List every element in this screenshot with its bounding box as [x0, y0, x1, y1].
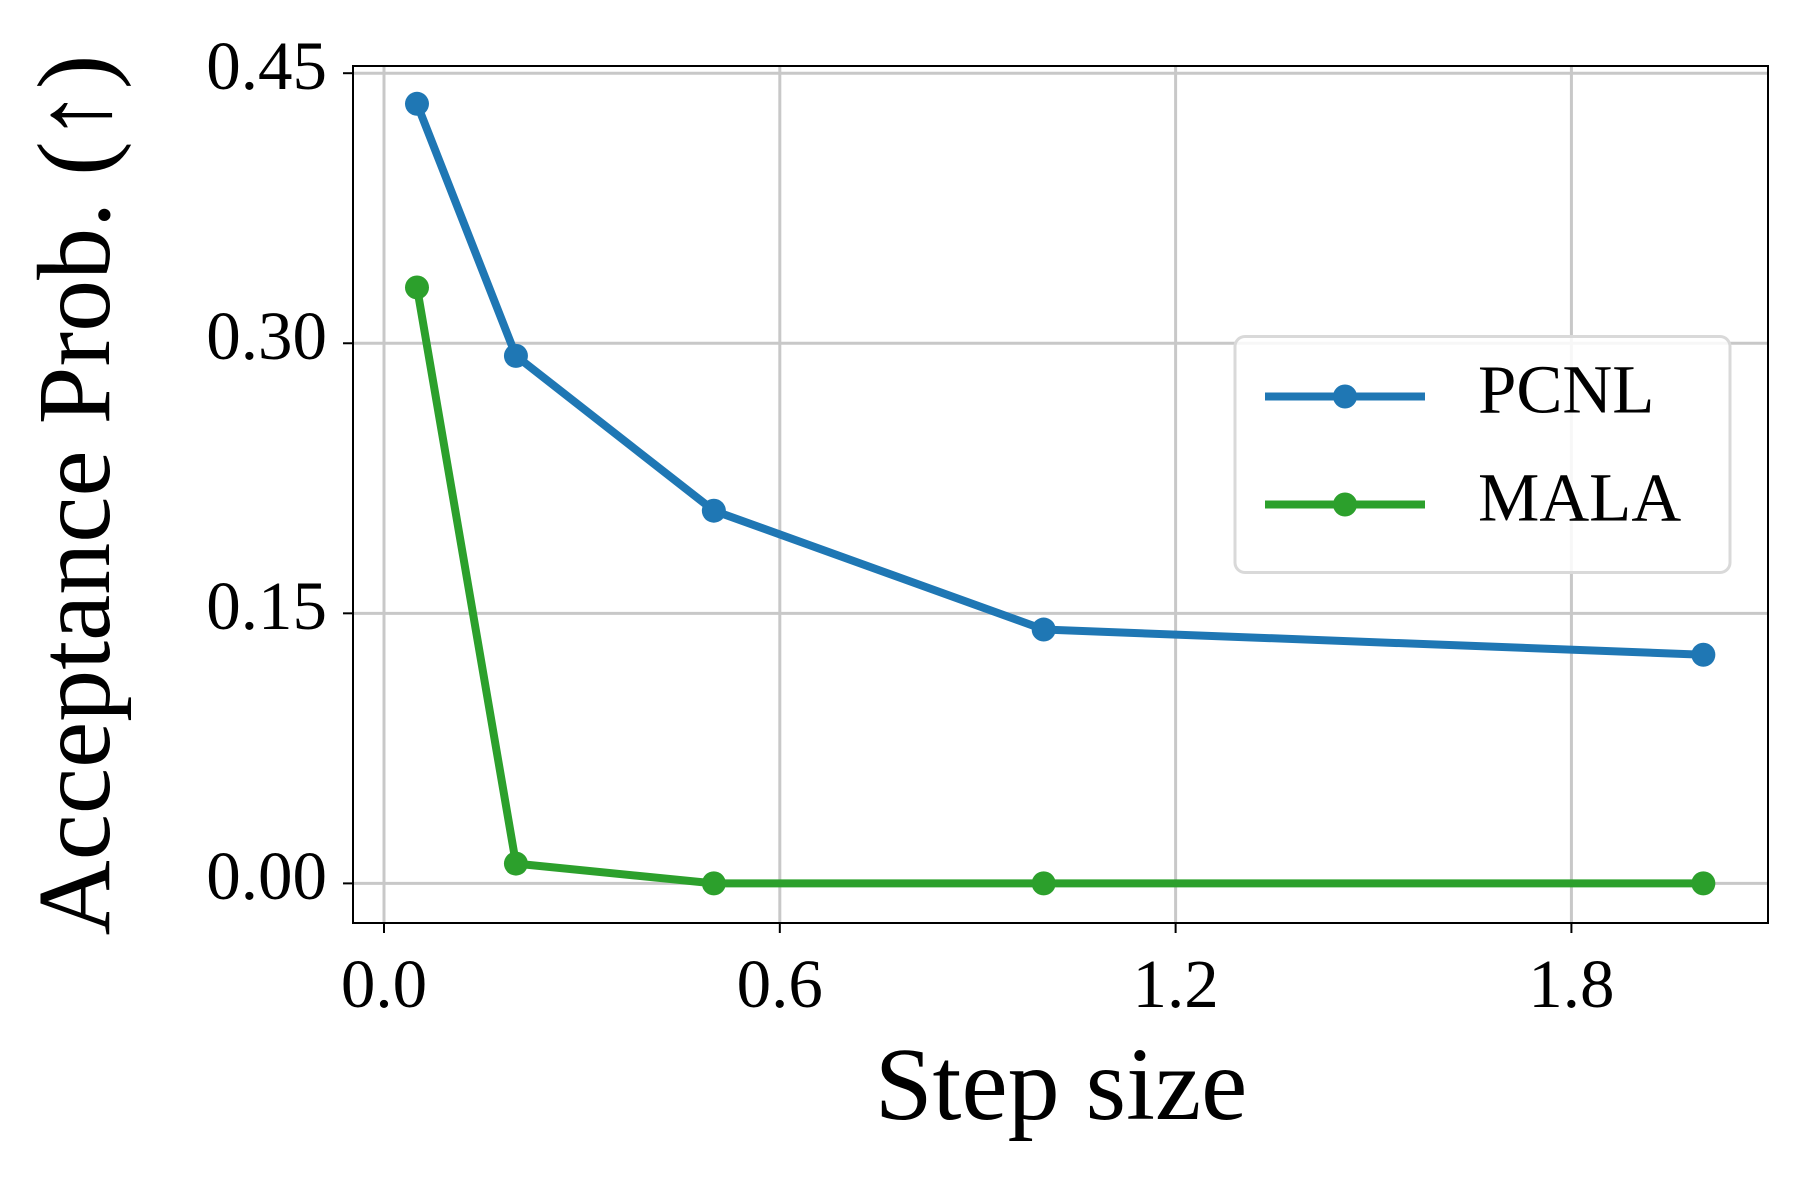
x-tick-label: 1.8 — [1528, 946, 1614, 1022]
x-tick-label: 1.2 — [1132, 946, 1218, 1022]
legend-label: MALA — [1478, 459, 1681, 535]
x-tick-label: 0.6 — [737, 946, 823, 1022]
data-point — [1031, 871, 1056, 896]
data-point — [503, 343, 528, 368]
data-point — [1691, 871, 1716, 896]
x-axis-label: Step size — [875, 1027, 1248, 1142]
data-point — [701, 871, 726, 896]
data-point — [1691, 642, 1716, 667]
data-point — [1031, 617, 1056, 642]
y-tick-label: 0.30 — [206, 298, 327, 374]
y-axis-label: Acceptance Prob. (↑) — [17, 55, 132, 936]
data-point — [404, 275, 429, 300]
y-tick-label: 0.45 — [206, 28, 327, 104]
legend-marker — [1333, 384, 1357, 409]
legend-label: PCNL — [1478, 351, 1654, 427]
data-point — [701, 498, 726, 523]
data-point — [404, 91, 429, 116]
y-tick-label: 0.15 — [206, 568, 327, 644]
legend-marker — [1333, 492, 1357, 517]
data-point — [503, 851, 528, 876]
y-tick-label: 0.00 — [206, 838, 327, 914]
x-tick-label: 0.0 — [341, 946, 427, 1022]
plot-frame — [352, 65, 1769, 924]
